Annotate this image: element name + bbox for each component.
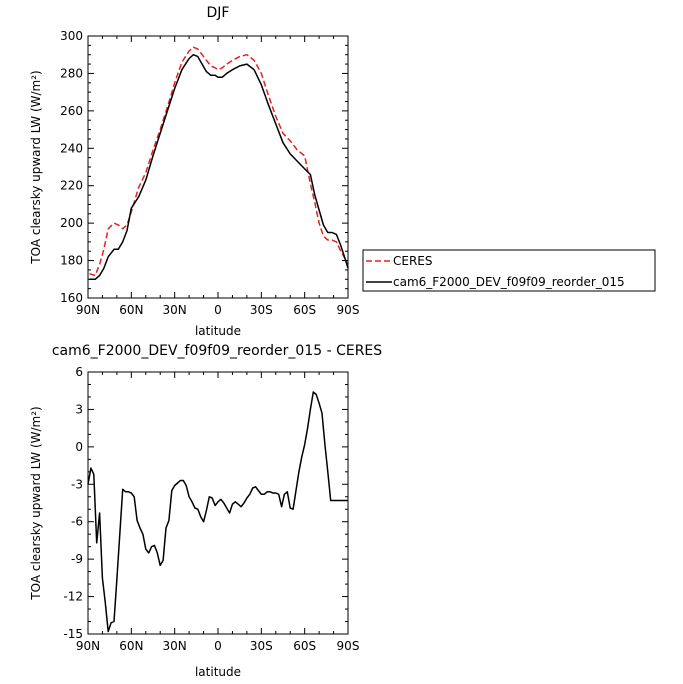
x-tick-label: 30N (163, 639, 187, 653)
y-tick-label: 200 (60, 216, 83, 230)
top-y-axis-label: TOA clearsky upward LW (W/m²) (29, 70, 43, 264)
y-tick-label: 0 (75, 440, 83, 454)
x-tick-label: 60S (293, 303, 316, 317)
top-ticks: 90N 60N 30N 0 30S 60S 90S 160 180 200 220 240 260 280… (60, 29, 359, 317)
y-tick-label: -15 (63, 627, 83, 641)
bottom-x-axis-label: latitude (195, 665, 241, 679)
y-tick-label: -6 (71, 515, 83, 529)
y-tick-label: -3 (71, 477, 83, 491)
bottom-ticks: 90N 60N 30N 0 30S 60S 90S -15 -12 -9 -6 -3 0 3 6 (63, 365, 359, 653)
y-tick-label: 260 (60, 104, 83, 118)
x-tick-label: 90S (337, 639, 360, 653)
legend-label-ceres: CERES (393, 254, 433, 268)
y-tick-label: -12 (63, 590, 83, 604)
top-plot-frame (87, 35, 349, 299)
bottom-series-line-0 (87, 391, 348, 633)
x-tick-label: 90N (76, 639, 100, 653)
top-series-line-0 (89, 46, 349, 277)
legend-box (362, 249, 656, 292)
legend: CERES cam6_F2000_DEV_f09f09_reorder_015 (362, 249, 656, 292)
y-tick-label: 160 (60, 291, 83, 305)
y-tick-label: 240 (60, 141, 83, 155)
legend-label-model: cam6_F2000_DEV_f09f09_reorder_015 (393, 275, 625, 289)
x-tick-label: 0 (214, 639, 222, 653)
y-tick-label: 280 (60, 66, 83, 80)
x-tick-label: 90N (76, 303, 100, 317)
x-tick-label: 30S (250, 303, 273, 317)
top-series-line-1 (89, 53, 349, 281)
x-tick-label: 30S (250, 639, 273, 653)
top-chart-title: DJF (207, 5, 230, 21)
y-tick-label: 300 (60, 29, 83, 43)
x-tick-label: 60S (293, 639, 316, 653)
y-tick-label: 220 (60, 179, 83, 193)
x-tick-label: 0 (214, 303, 222, 317)
y-tick-label: 3 (75, 402, 83, 416)
x-tick-label: 60N (119, 303, 143, 317)
x-tick-label: 60N (119, 639, 143, 653)
bottom-y-axis-label: TOA clearsky upward LW (W/m²) (29, 406, 43, 600)
bottom-series (87, 391, 348, 633)
x-tick-label: 90S (337, 303, 360, 317)
bottom-chart-title: cam6_F2000_DEV_f09f09_reorder_015 - CERE… (52, 343, 382, 359)
bottom-panel: cam6_F2000_DEV_f09f09_reorder_015 - CERE… (29, 343, 382, 679)
y-tick-label: -9 (71, 552, 83, 566)
top-x-axis-label: latitude (195, 324, 241, 338)
x-tick-label: 30N (163, 303, 187, 317)
top-series (89, 46, 349, 281)
y-tick-label: 180 (60, 254, 83, 268)
y-tick-label: 6 (75, 365, 83, 379)
top-panel: DJF 90N 60N 30N 0 30S 60S 90S 160 180 200 220 240 26… (29, 5, 359, 338)
